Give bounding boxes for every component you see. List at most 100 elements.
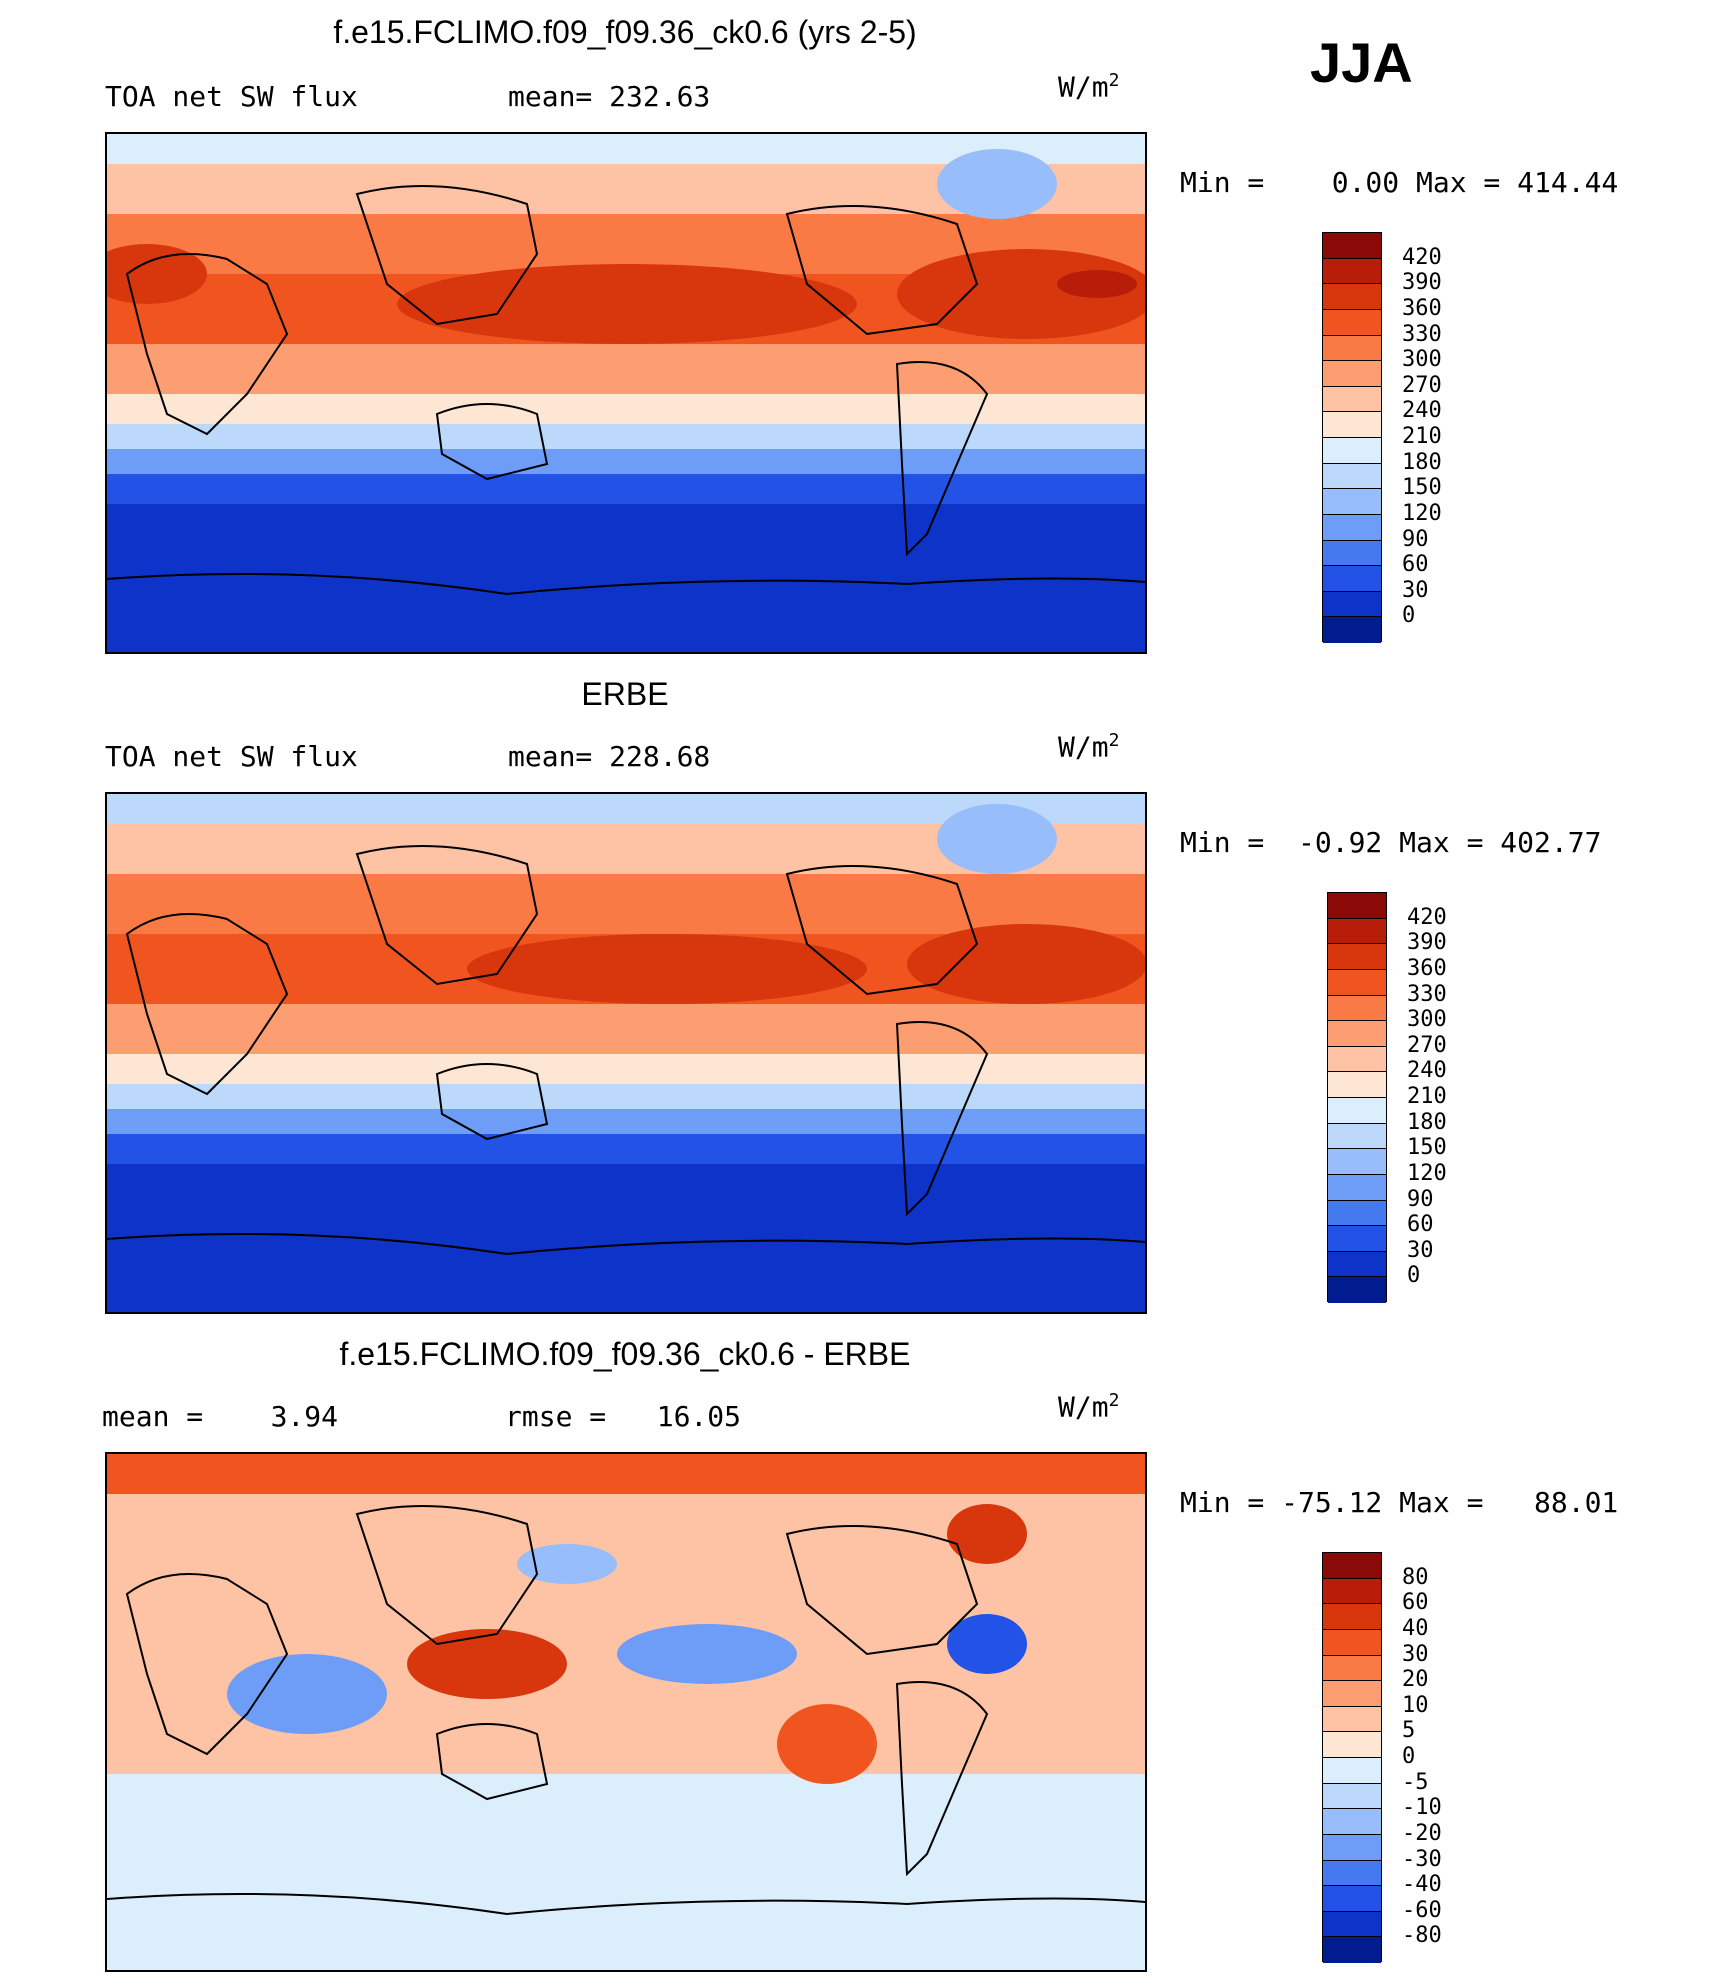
- colorbar-swatch: [1328, 944, 1386, 970]
- colorbar-swatch: [1323, 1578, 1381, 1605]
- colorbar-tick-label: 0: [1407, 1263, 1421, 1289]
- colorbar-tick-label: -40: [1402, 1872, 1442, 1898]
- colorbar-swatch: [1323, 1911, 1381, 1938]
- colorbar-swatch: [1323, 335, 1381, 362]
- colorbar-swatch: [1323, 386, 1381, 413]
- colorbar-tick-label: 150: [1402, 475, 1442, 501]
- colorbar-swatch: [1328, 995, 1386, 1022]
- colorbar-swatch: [1323, 1886, 1381, 1912]
- colorbar-swatch: [1323, 1732, 1381, 1758]
- colorbar-swatch: [1328, 1226, 1386, 1252]
- panel3-rmse-label: rmse = 16.05: [505, 1400, 742, 1433]
- colorbar-tick-label: 30: [1402, 1641, 1429, 1667]
- colorbar-tick-label: -60: [1402, 1897, 1442, 1923]
- colorbar-swatch: [1328, 1277, 1386, 1303]
- panel2-mean-label: mean= 228.68: [508, 740, 711, 773]
- panel1-units: W/m2: [1058, 70, 1120, 104]
- colorbar-tick-label: 120: [1402, 500, 1442, 526]
- colorbar-swatch: [1323, 617, 1381, 643]
- panel3-map: [105, 1452, 1147, 1972]
- colorbar-swatch: [1323, 1604, 1381, 1630]
- panel1-colorbar: [1322, 232, 1382, 643]
- colorbar-tick-label: 20: [1402, 1667, 1429, 1693]
- colorbar-tick-label: 120: [1407, 1160, 1447, 1186]
- colorbar-tick-label: 210: [1402, 424, 1442, 449]
- colorbar-swatch: [1323, 1681, 1381, 1707]
- colorbar-tick-label: 420: [1402, 244, 1442, 270]
- colorbar-swatch: [1328, 1098, 1386, 1124]
- panel1-map-svg: [107, 134, 1145, 652]
- panel2-colorbar: [1327, 892, 1387, 1303]
- colorbar-tick-label: -30: [1402, 1846, 1442, 1872]
- colorbar-swatch: [1323, 591, 1381, 618]
- colorbar-tick-label: 390: [1402, 270, 1442, 296]
- panel1-mean-label: mean= 232.63: [508, 80, 711, 113]
- colorbar-tick-label: 210: [1407, 1084, 1447, 1109]
- colorbar-swatch: [1323, 309, 1381, 336]
- colorbar-tick-label: 270: [1402, 372, 1442, 398]
- colorbar-swatch: [1323, 284, 1381, 310]
- panel3-minmax: Min = -75.12 Max = 88.01: [1180, 1486, 1619, 1519]
- panel2-map-svg: [107, 794, 1145, 1312]
- colorbar-tick-label: 40: [1402, 1615, 1429, 1641]
- colorbar-swatch: [1323, 1809, 1381, 1835]
- panel2-minmax: Min = -0.92 Max = 402.77: [1180, 826, 1602, 859]
- colorbar-swatch: [1323, 258, 1381, 285]
- colorbar-tick-label: 270: [1407, 1032, 1447, 1058]
- panel2-field-label: TOA net SW flux: [105, 740, 358, 773]
- colorbar-tick-label: -80: [1402, 1923, 1442, 1949]
- colorbar-tick-label: 80: [1402, 1564, 1429, 1590]
- colorbar-swatch: [1323, 1655, 1381, 1682]
- colorbar-swatch: [1328, 893, 1386, 919]
- colorbar-swatch: [1323, 1937, 1381, 1963]
- colorbar-tick-label: 90: [1407, 1186, 1434, 1212]
- colorbar-tick-label: 30: [1402, 577, 1429, 603]
- colorbar-swatch: [1323, 463, 1381, 490]
- colorbar-tick-label: 10: [1402, 1692, 1429, 1718]
- panel1-title: f.e15.FCLIMO.f09_f09.36_ck0.6 (yrs 2-5): [333, 14, 917, 50]
- colorbar-swatch: [1323, 1758, 1381, 1784]
- panel2-units: W/m2: [1058, 730, 1120, 764]
- colorbar-tick-label: 360: [1402, 295, 1442, 321]
- colorbar-swatch: [1323, 1783, 1381, 1810]
- colorbar-tick-label: 300: [1407, 1007, 1447, 1033]
- colorbar-swatch: [1328, 1123, 1386, 1150]
- colorbar-swatch: [1323, 1860, 1381, 1887]
- colorbar-swatch: [1328, 918, 1386, 945]
- colorbar-swatch: [1323, 1834, 1381, 1861]
- colorbar-tick-label: 330: [1407, 981, 1447, 1007]
- season-label: JJA: [1310, 31, 1413, 94]
- panel1-minmax: Min = 0.00 Max = 414.44: [1180, 166, 1619, 199]
- colorbar-tick-label: 60: [1407, 1212, 1434, 1238]
- colorbar-swatch: [1323, 1629, 1381, 1656]
- colorbar-tick-label: 240: [1407, 1058, 1447, 1084]
- panel1-field-label: TOA net SW flux: [105, 80, 358, 113]
- panel3-mean-label: mean = 3.94: [102, 1400, 339, 1433]
- colorbar-tick-label: 0: [1402, 603, 1416, 629]
- colorbar-swatch: [1323, 361, 1381, 387]
- colorbar-tick-label: 90: [1402, 526, 1429, 552]
- colorbar-swatch: [1328, 1200, 1386, 1227]
- colorbar-tick-label: 330: [1402, 321, 1442, 347]
- colorbar-swatch: [1323, 1706, 1381, 1733]
- colorbar-swatch: [1328, 1251, 1386, 1278]
- colorbar-swatch: [1328, 1046, 1386, 1073]
- panel3-units: W/m2: [1058, 1390, 1120, 1424]
- colorbar-swatch: [1323, 489, 1381, 515]
- panel2-title: ERBE: [581, 676, 669, 712]
- colorbar-tick-label: 360: [1407, 955, 1447, 981]
- colorbar-swatch: [1328, 1174, 1386, 1201]
- colorbar-swatch: [1323, 514, 1381, 541]
- colorbar-tick-label: 180: [1407, 1109, 1447, 1135]
- colorbar-tick-label: -5: [1402, 1769, 1429, 1795]
- colorbar-tick-label: 240: [1402, 398, 1442, 424]
- colorbar-swatch: [1323, 412, 1381, 438]
- colorbar-swatch: [1328, 1149, 1386, 1175]
- colorbar-tick-label: -10: [1402, 1795, 1442, 1821]
- colorbar-tick-label: 5: [1402, 1718, 1416, 1744]
- colorbar-swatch: [1323, 540, 1381, 567]
- panel3-map-svg: [107, 1454, 1145, 1970]
- colorbar-tick-label: 30: [1407, 1237, 1434, 1263]
- panel3-colorbar: [1322, 1552, 1382, 1963]
- colorbar-tick-label: -20: [1402, 1820, 1442, 1846]
